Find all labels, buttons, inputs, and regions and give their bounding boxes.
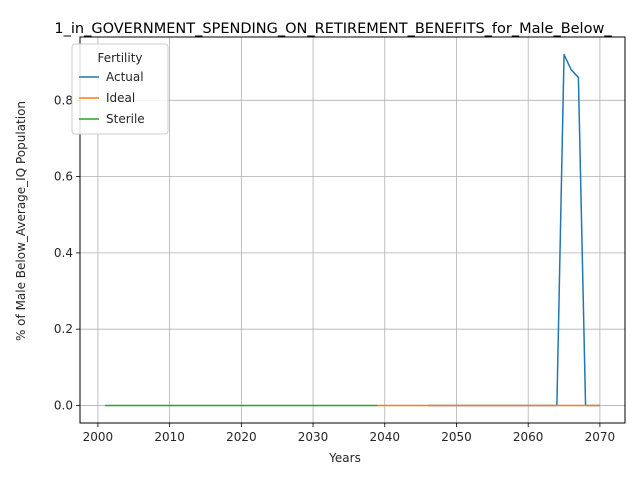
legend-entries: Actual Ideal Sterile [79, 70, 145, 126]
legend-box [71, 43, 169, 135]
legend-title: Fertility [97, 51, 142, 65]
y-tick-label: 0.2 [54, 322, 73, 336]
y-axis-label: % of Male Below_Average_IQ Population [14, 101, 28, 341]
x-tick-label: 2050 [441, 430, 472, 444]
y-tick-label: 0.8 [54, 93, 73, 107]
legend-label-actual: Actual [106, 70, 144, 84]
x-tick-label: 2040 [369, 430, 400, 444]
x-tick-label: 2060 [513, 430, 544, 444]
x-tick-label: 2070 [585, 430, 616, 444]
legend-label-ideal: Ideal [106, 91, 135, 105]
x-tick-label: 2030 [298, 430, 329, 444]
y-tick-label: 0.0 [54, 398, 73, 412]
x-tick-label: 2020 [226, 430, 257, 444]
x-axis-label: Years [328, 451, 361, 465]
legend: Fertility Actual Ideal Sterile [71, 43, 169, 135]
y-tick-label: 0.4 [54, 246, 73, 260]
x-tick-label: 2010 [154, 430, 185, 444]
series-lines [105, 53, 600, 407]
chart-title: 1_in_GOVERNMENT_SPENDING_ON_RETIREMENT_B… [54, 21, 612, 37]
y-tick-label: 0.6 [54, 170, 73, 184]
legend-label-sterile: Sterile [106, 112, 145, 126]
x-axis-ticks: 2000 2010 2020 2030 2040 2050 2060 2070 [83, 423, 616, 444]
plot-frame [79, 36, 626, 424]
x-tick-label: 2000 [83, 430, 114, 444]
y-axis-ticks: 0.0 0.2 0.4 0.6 0.8 [54, 93, 80, 412]
